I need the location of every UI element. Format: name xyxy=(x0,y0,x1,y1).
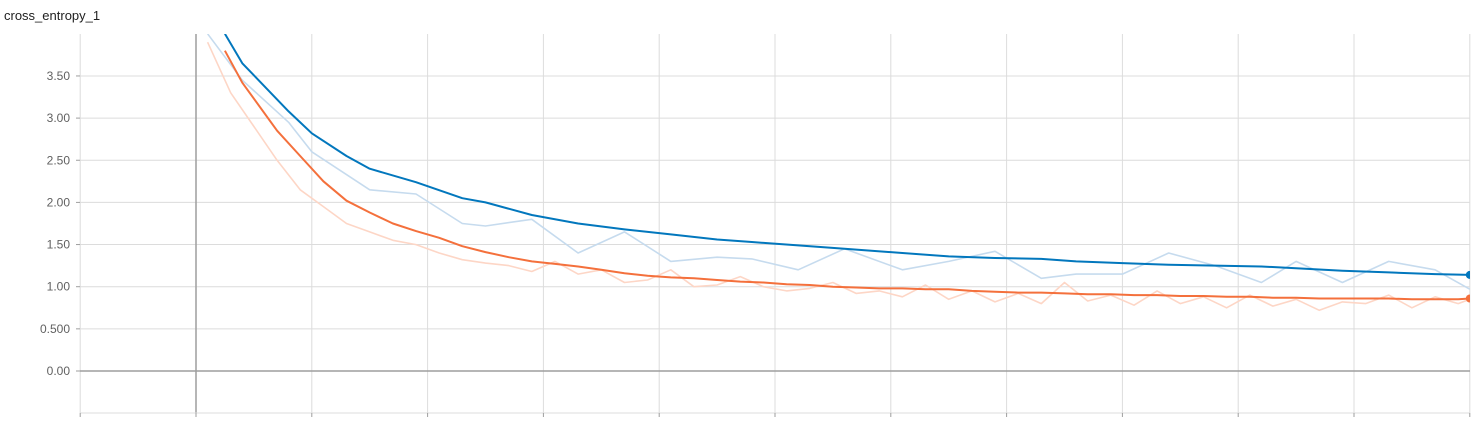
series-endpoint-orange-smoothed xyxy=(1465,294,1470,303)
series-line-blue-smoothed xyxy=(224,34,1470,276)
chart-title: cross_entropy_1 xyxy=(4,8,101,23)
y-tick-label: 1.50 xyxy=(47,238,71,252)
series-line-blue-raw xyxy=(206,34,1470,290)
axes xyxy=(76,34,1471,417)
series-line-orange-smoothed xyxy=(224,50,1470,301)
y-tick-labels: 0.00 0.500 1.00 1.50 2.00 2.50 3.00 3.50 xyxy=(40,69,70,378)
y-tick-label: 3.50 xyxy=(47,69,71,83)
y-tick-label: 2.50 xyxy=(47,153,71,167)
y-tick-label: 0.500 xyxy=(40,322,70,336)
y-tick-label: 0.00 xyxy=(47,364,71,378)
series-lines xyxy=(206,34,1470,312)
series-endpoint-blue-smoothed xyxy=(1465,270,1470,279)
y-tick-label: 3.00 xyxy=(47,111,71,125)
y-tick-label: 1.00 xyxy=(47,280,71,294)
grid-lines xyxy=(79,34,1471,413)
y-tick-label: 2.00 xyxy=(47,195,71,209)
